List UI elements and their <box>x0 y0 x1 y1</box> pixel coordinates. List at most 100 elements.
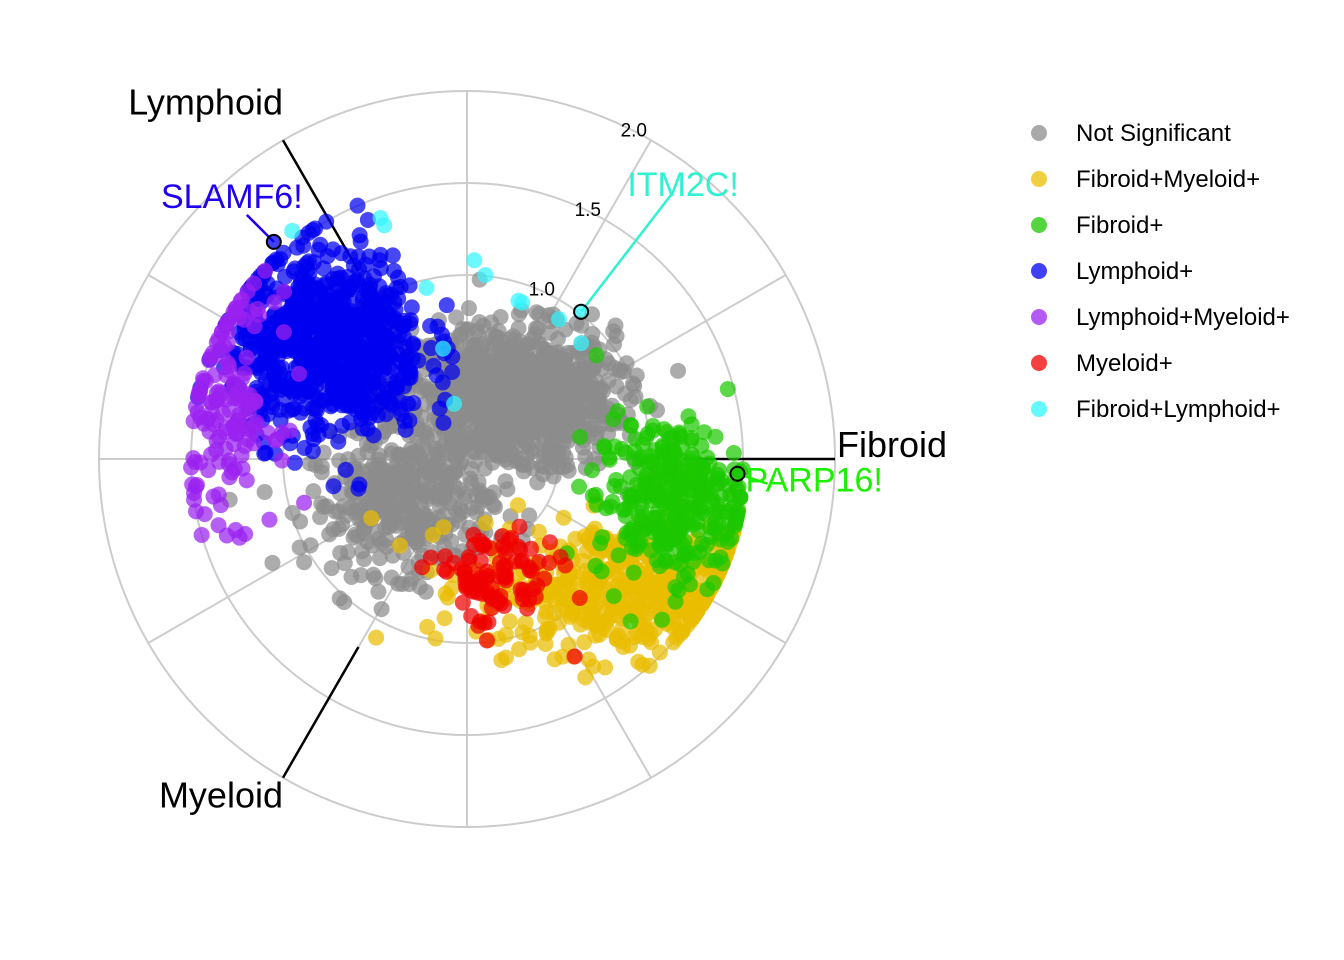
data-point <box>190 386 207 403</box>
data-point <box>538 623 555 640</box>
axis-name-myeloid: Myeloid <box>159 775 283 816</box>
data-point <box>324 376 341 393</box>
data-point <box>381 491 398 508</box>
data-point <box>401 277 418 294</box>
data-point <box>375 345 392 362</box>
data-point <box>307 276 324 293</box>
data-point <box>274 424 291 441</box>
data-point <box>660 442 677 459</box>
legend: Not SignificantFibroid+Myeloid+Fibroid+L… <box>1031 120 1290 423</box>
data-point <box>487 351 504 368</box>
data-point <box>385 262 402 279</box>
data-point <box>366 292 383 309</box>
data-point <box>622 521 639 538</box>
data-point <box>587 486 604 503</box>
data-point <box>335 285 352 302</box>
data-point <box>705 574 722 591</box>
legend-label: Not Significant <box>1076 120 1231 147</box>
data-point <box>509 497 526 514</box>
axis-name-fibroid: Fibroid <box>837 424 947 465</box>
data-point <box>458 321 475 338</box>
data-point <box>238 472 255 489</box>
data-point <box>605 336 622 353</box>
data-point <box>654 611 671 628</box>
data-point <box>594 529 611 546</box>
gene-highlight-point <box>573 303 590 320</box>
data-point <box>232 293 249 310</box>
data-point <box>517 614 534 631</box>
data-point <box>361 409 378 426</box>
data-point <box>343 568 360 585</box>
data-point <box>578 362 595 379</box>
data-point <box>511 518 528 535</box>
data-point <box>325 478 342 495</box>
data-point <box>725 444 742 461</box>
data-point <box>529 474 546 491</box>
data-point <box>551 614 568 631</box>
data-point <box>301 349 318 366</box>
data-point <box>361 248 378 265</box>
data-point <box>641 657 658 674</box>
data-point <box>608 631 625 648</box>
data-point <box>629 581 646 598</box>
data-point <box>414 559 431 576</box>
data-point <box>719 381 736 398</box>
data-point <box>428 367 445 384</box>
data-point <box>639 425 656 442</box>
data-point <box>684 450 701 467</box>
radial-tick-label: 2.0 <box>621 120 647 141</box>
data-point <box>367 319 384 336</box>
data-point <box>405 395 422 412</box>
data-point <box>656 421 673 438</box>
data-point <box>729 504 746 521</box>
data-point <box>556 590 573 607</box>
legend-label: Lymphoid+ <box>1076 258 1193 285</box>
data-point <box>410 352 427 369</box>
data-point <box>523 562 540 579</box>
data-point <box>499 481 516 498</box>
axis-spoke-myeloid <box>281 646 360 779</box>
data-point <box>460 300 477 317</box>
data-point <box>305 483 322 500</box>
data-point <box>521 591 538 608</box>
data-point <box>696 424 713 441</box>
gene-label-itm2c: ITM2C! <box>627 166 738 204</box>
data-point <box>471 314 488 331</box>
data-point <box>392 537 409 554</box>
data-point <box>188 503 205 520</box>
data-point <box>446 395 463 412</box>
data-point <box>681 576 698 593</box>
data-point <box>415 377 432 394</box>
data-point <box>356 551 373 568</box>
data-point <box>276 283 293 300</box>
legend-swatch <box>1031 171 1047 187</box>
data-point <box>365 566 382 583</box>
data-point <box>667 508 684 525</box>
data-point <box>425 426 442 443</box>
data-point <box>212 497 229 514</box>
data-point <box>641 593 658 610</box>
data-point <box>350 480 367 497</box>
data-point <box>394 451 411 468</box>
data-point <box>416 470 433 487</box>
data-point <box>617 385 634 402</box>
data-point <box>318 213 335 230</box>
data-point <box>597 659 614 676</box>
data-point <box>342 342 359 359</box>
data-point <box>530 523 547 540</box>
data-point <box>352 233 369 250</box>
data-point <box>372 209 389 226</box>
legend-label: Lymphoid+Myeloid+ <box>1076 304 1290 331</box>
data-point <box>487 589 504 606</box>
data-point <box>330 361 347 378</box>
data-point <box>208 432 225 449</box>
data-point <box>211 453 228 470</box>
data-point <box>450 506 467 523</box>
data-point <box>238 349 255 366</box>
data-point <box>576 634 593 651</box>
legend-swatch <box>1031 355 1047 371</box>
data-point <box>673 545 690 562</box>
data-point <box>236 365 253 382</box>
data-point <box>427 630 444 647</box>
data-point <box>551 311 567 328</box>
